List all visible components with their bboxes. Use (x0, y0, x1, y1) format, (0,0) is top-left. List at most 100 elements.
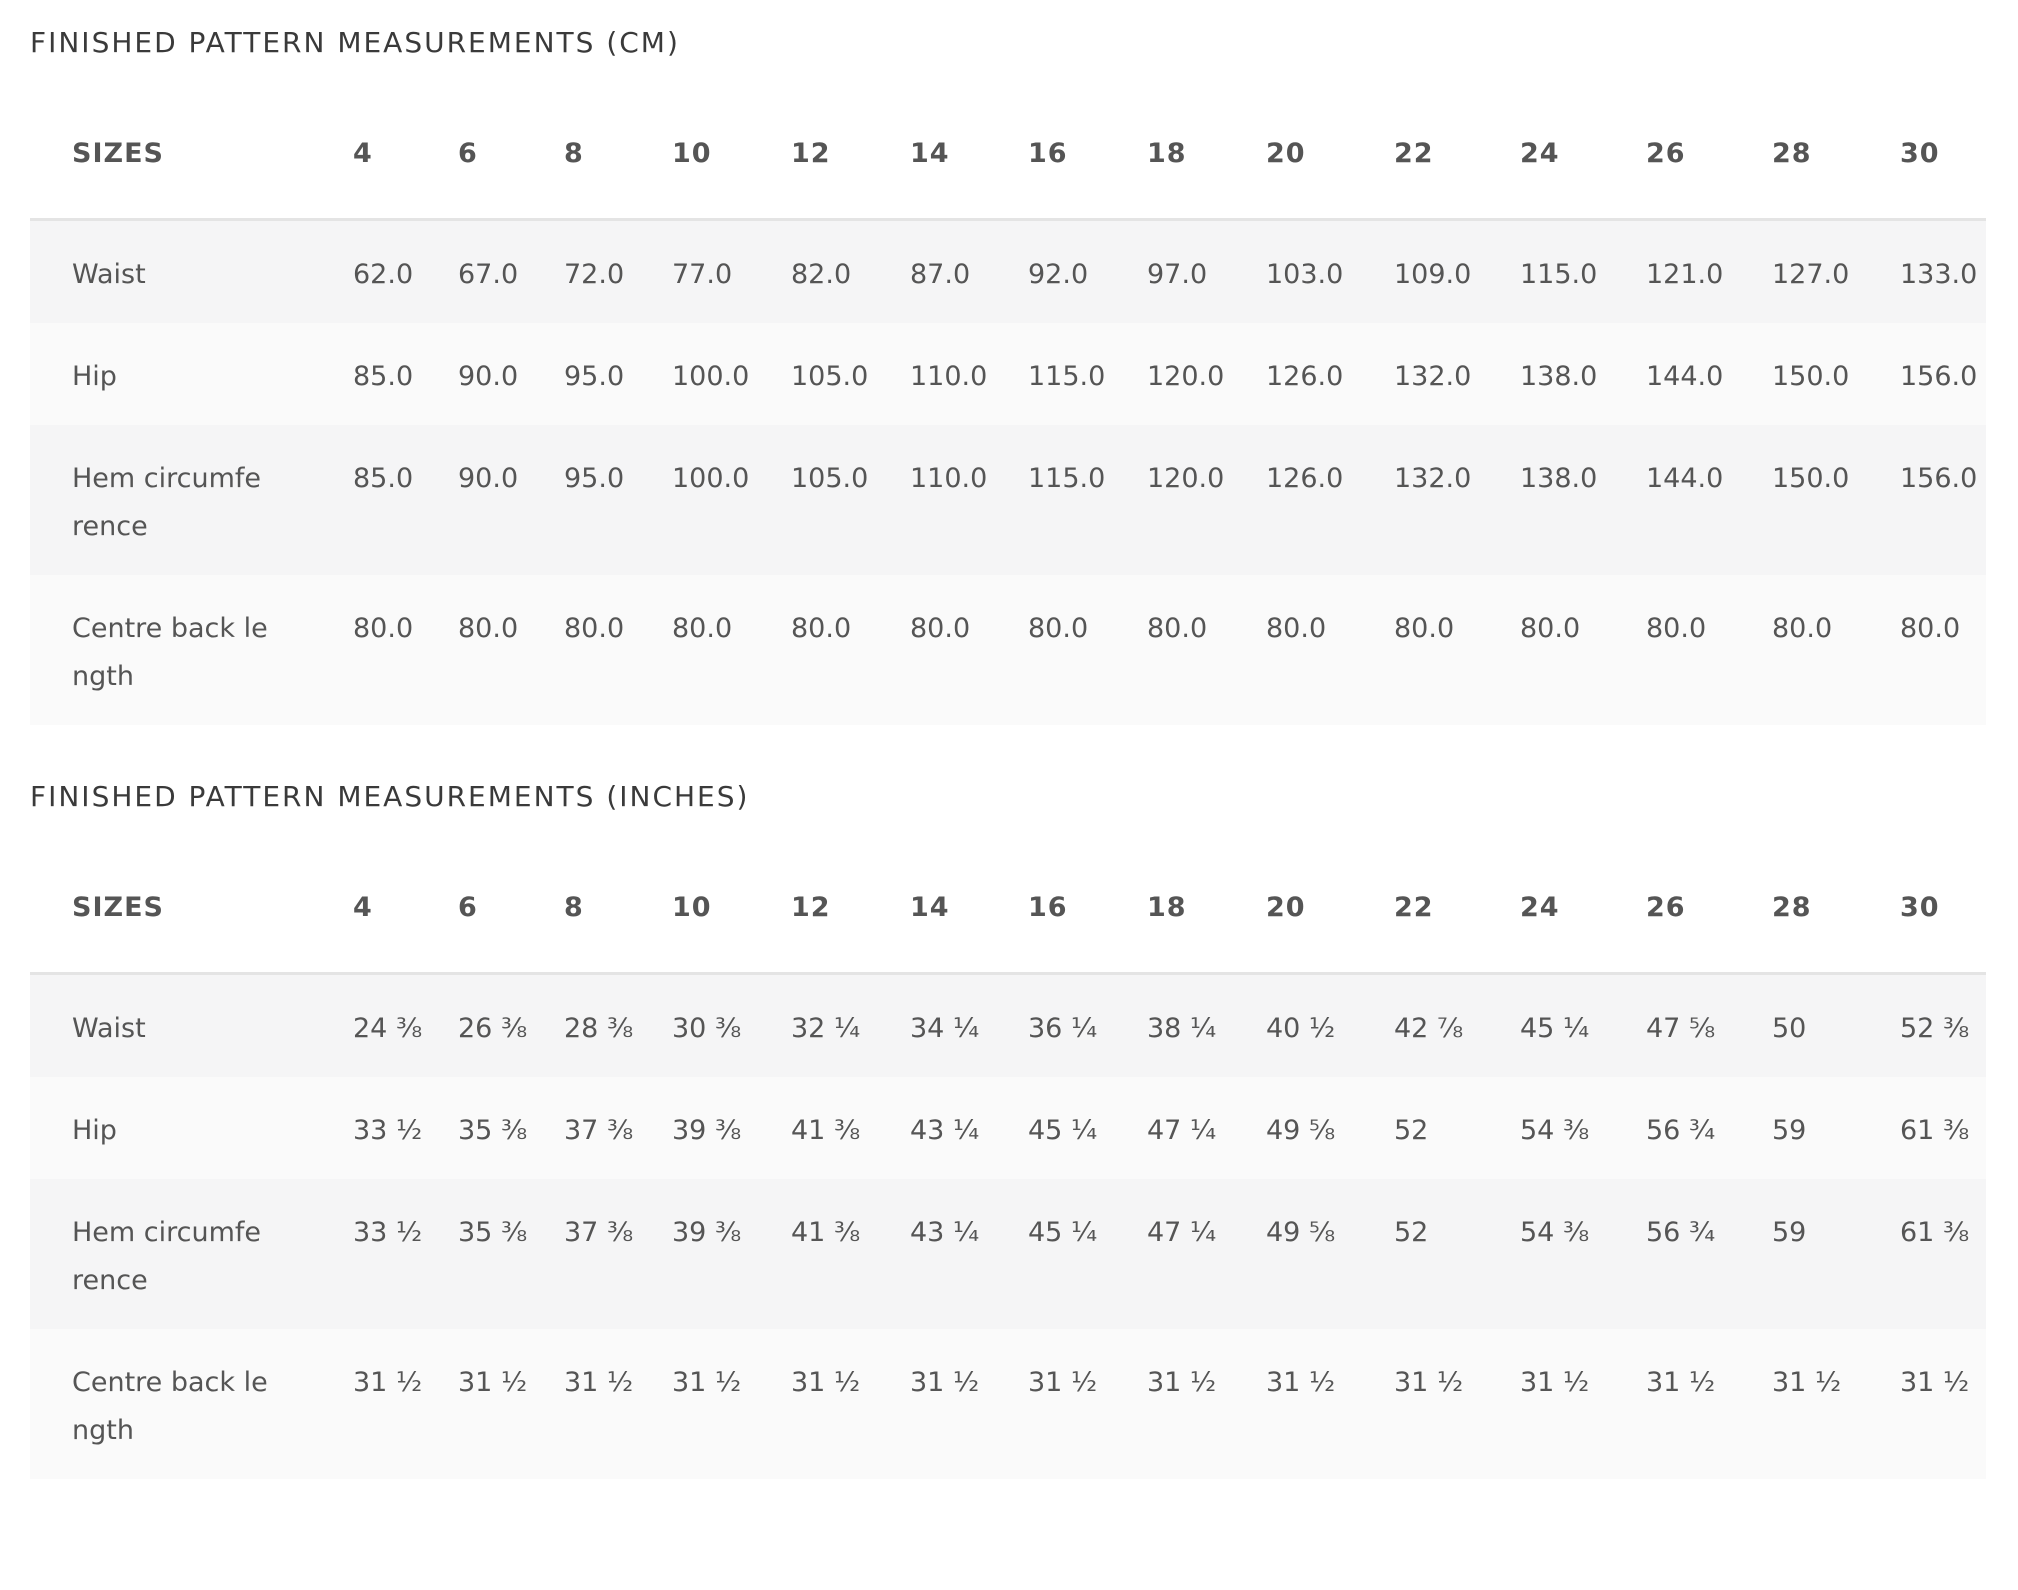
header-cell: 30 (1900, 892, 1940, 923)
header-cell: 8 (564, 138, 584, 169)
header-cell: 12 (791, 138, 831, 169)
table-row: Centre back length 31 ½ 31 ½ 31 ½ 31 ½ 31 ½ 31… (30, 1329, 1986, 1479)
cell: 110.0 (910, 361, 988, 392)
cell: 52 ⅜ (1900, 1013, 1970, 1044)
row-label: Hem circumference (30, 425, 353, 575)
cell: 59 (1772, 1217, 1807, 1248)
cell: 32 ¼ (791, 1013, 861, 1044)
cell: 37 ⅜ (564, 1115, 634, 1146)
cell: 110.0 (910, 463, 988, 494)
cell: 80.0 (353, 613, 414, 644)
header-cell: 28 (1772, 138, 1812, 169)
header-cell: 20 (1266, 892, 1306, 923)
header-row: SIZES 4 6 8 10 12 14 16 18 20 22 24 26 28 30 (30, 854, 1986, 974)
cell: 47 ¼ (1147, 1115, 1217, 1146)
row-label: Hip (30, 1077, 353, 1179)
header-cell: 6 (458, 138, 478, 169)
cell: 31 ½ (1520, 1367, 1590, 1398)
cell: 80.0 (791, 613, 852, 644)
cell: 31 ½ (1900, 1367, 1970, 1398)
cell: 120.0 (1147, 361, 1225, 392)
cell: 133.0 (1900, 259, 1978, 290)
row-label: Waist (30, 974, 353, 1078)
cell: 87.0 (910, 259, 971, 290)
cell: 47 ⅝ (1646, 1013, 1716, 1044)
cell: 61 ⅜ (1900, 1115, 1970, 1146)
cell: 82.0 (791, 259, 852, 290)
cell: 80.0 (564, 613, 625, 644)
measurement-table: SIZES 4 6 8 10 12 14 16 18 20 22 24 26 28 30 Waist 62.0 6… (30, 100, 1986, 725)
row-label-text: Hem circumference (72, 1217, 262, 1296)
cell: 85.0 (353, 361, 414, 392)
cell: 150.0 (1772, 463, 1850, 494)
cell: 121.0 (1646, 259, 1724, 290)
table-body: Waist 62.0 67.0 72.0 77.0 82.0 87.0 92.0 97.0 103… (30, 219, 1986, 725)
cell: 67.0 (458, 259, 519, 290)
cell: 126.0 (1266, 463, 1344, 494)
row-label-text: Hip (72, 361, 117, 392)
row-label-text: Hip (72, 1115, 117, 1146)
cell: 50 (1772, 1013, 1807, 1044)
cell: 31 ½ (1147, 1367, 1217, 1398)
cell: 45 ¼ (1028, 1115, 1098, 1146)
table-row: Hem circumference 33 ½ 35 ⅜ 37 ⅜ 39 ⅜ 41 ⅜ 43 … (30, 1179, 1986, 1329)
cell: 41 ⅜ (791, 1217, 861, 1248)
table-row: Centre back length 80.0 80.0 80.0 80.0 80.0 80… (30, 575, 1986, 725)
cell: 39 ⅜ (672, 1115, 742, 1146)
cell: 72.0 (564, 259, 625, 290)
header-cell: 22 (1394, 138, 1434, 169)
row-label: Centre back length (30, 575, 353, 725)
cell: 103.0 (1266, 259, 1344, 290)
header-cell: 10 (672, 892, 712, 923)
cell: 80.0 (1394, 613, 1455, 644)
cell: 43 ¼ (910, 1217, 980, 1248)
table-row: Hem circumference 85.0 90.0 95.0 100.0 105.0 1… (30, 425, 1986, 575)
cell: 33 ½ (353, 1115, 423, 1146)
table-header: SIZES 4 6 8 10 12 14 16 18 20 22 24 26 28 30 (30, 100, 1986, 220)
cell: 90.0 (458, 361, 519, 392)
cell: 138.0 (1520, 361, 1598, 392)
row-label-text: Waist (72, 259, 146, 290)
cell: 138.0 (1520, 463, 1598, 494)
cell: 97.0 (1147, 259, 1208, 290)
measurement-table: SIZES 4 6 8 10 12 14 16 18 20 22 24 26 28 30 Waist 24 ⅜ 2… (30, 854, 1986, 1479)
cell: 42 ⅞ (1394, 1013, 1464, 1044)
row-label: Waist (30, 220, 353, 324)
cell: 80.0 (1900, 613, 1961, 644)
cell: 47 ¼ (1147, 1217, 1217, 1248)
cell: 54 ⅜ (1520, 1115, 1590, 1146)
cell: 31 ½ (1646, 1367, 1716, 1398)
header-cell: 18 (1147, 138, 1187, 169)
cell: 132.0 (1394, 463, 1472, 494)
cell: 90.0 (458, 463, 519, 494)
row-label-text: Centre back length (72, 1367, 268, 1446)
cell: 127.0 (1772, 259, 1850, 290)
cell: 100.0 (672, 463, 750, 494)
cell: 43 ¼ (910, 1115, 980, 1146)
cell: 28 ⅜ (564, 1013, 634, 1044)
cell: 156.0 (1900, 361, 1978, 392)
cell: 35 ⅜ (458, 1115, 528, 1146)
cell: 105.0 (791, 361, 869, 392)
cell: 54 ⅜ (1520, 1217, 1590, 1248)
cell: 31 ½ (458, 1367, 528, 1398)
table-header: SIZES 4 6 8 10 12 14 16 18 20 22 24 26 28 30 (30, 854, 1986, 974)
header-cell: 20 (1266, 138, 1306, 169)
cell: 31 ½ (791, 1367, 861, 1398)
header-cell: 24 (1520, 138, 1560, 169)
header-cell: 26 (1646, 892, 1686, 923)
table-row: Waist 62.0 67.0 72.0 77.0 82.0 87.0 92.0 97.0 103… (30, 219, 1986, 324)
row-label: Hem circumference (30, 1179, 353, 1329)
header-cell: 16 (1028, 892, 1068, 923)
content: FINISHED PATTERN MEASUREMENTS (CM) SIZES 4… (30, 26, 1986, 1479)
cell: 132.0 (1394, 361, 1472, 392)
cell: 34 ¼ (910, 1013, 980, 1044)
cell: 126.0 (1266, 361, 1344, 392)
row-label: Centre back length (30, 1329, 353, 1479)
cell: 59 (1772, 1115, 1807, 1146)
cell: 24 ⅜ (353, 1013, 423, 1044)
table-row: Hip 85.0 90.0 95.0 100.0 105.0 110.0 115.0 120.0… (30, 323, 1986, 425)
header-cell: 12 (791, 892, 831, 923)
cell: 31 ½ (564, 1367, 634, 1398)
header-cell: 16 (1028, 138, 1068, 169)
